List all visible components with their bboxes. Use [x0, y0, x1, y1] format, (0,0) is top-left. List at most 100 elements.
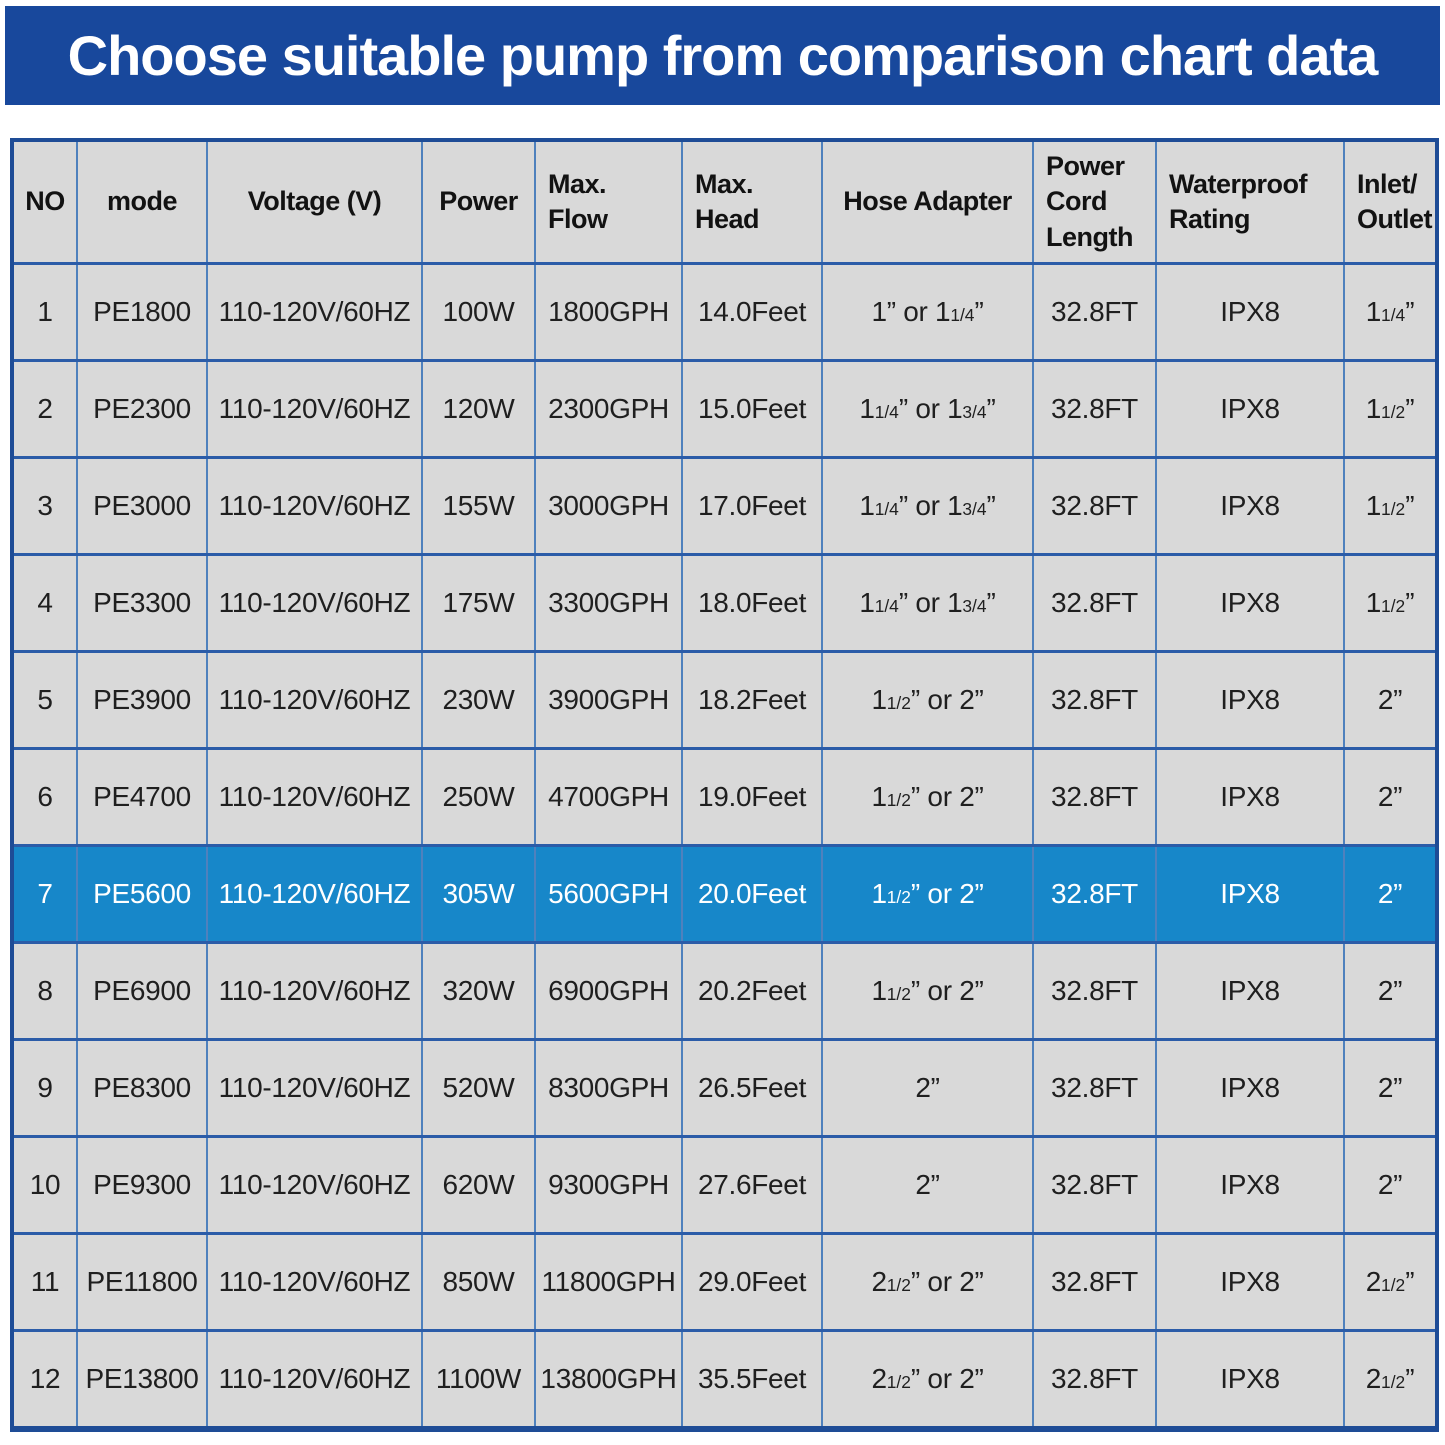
- table-row-1: 1 PE1800 110-120V/60HZ 100W 1800GPH 14.0Feet 1…: [11, 262, 1438, 362]
- cell-no: 5: [11, 650, 78, 750]
- cell-inlet-outlet: 2”: [1343, 1135, 1438, 1235]
- title-banner: Choose suitable pump from comparison cha…: [5, 6, 1440, 105]
- cell-max-flow: 6900GPH: [534, 941, 683, 1041]
- cell-inlet-outlet: 11/2”: [1343, 456, 1438, 556]
- cell-max-flow: 9300GPH: [534, 1135, 683, 1235]
- cell-power: 1100W: [421, 1329, 536, 1431]
- cell-power: 120W: [421, 359, 536, 459]
- cell-max-head: 18.2Feet: [681, 650, 823, 750]
- table-row-9: 9 PE8300 110-120V/60HZ 520W 8300GPH 26.5Feet 2…: [11, 1038, 1438, 1138]
- cell-waterproof-rating: IPX8: [1155, 359, 1345, 459]
- cell-waterproof-rating: IPX8: [1155, 1135, 1345, 1235]
- cell-hose-adapter: 21/2” or 2”: [821, 1232, 1034, 1332]
- cell-power-cord-length: 32.8FT: [1032, 262, 1157, 362]
- cell-hose-adapter: 2”: [821, 1135, 1034, 1235]
- cell-mode: PE2300: [76, 359, 208, 459]
- cell-no: 12: [11, 1329, 78, 1431]
- cell-voltage: 110-120V/60HZ: [206, 359, 423, 459]
- cell-power: 230W: [421, 650, 536, 750]
- cell-mode: PE11800: [76, 1232, 208, 1332]
- cell-no: 11: [11, 1232, 78, 1332]
- cell-mode: PE13800: [76, 1329, 208, 1431]
- table-row-3: 3 PE3000 110-120V/60HZ 155W 3000GPH 17.0Feet 1…: [11, 456, 1438, 556]
- table-row-7: 7 PE5600 110-120V/60HZ 305W 5600GPH 20.0Feet 1…: [11, 844, 1438, 944]
- cell-waterproof-rating: IPX8: [1155, 553, 1345, 653]
- cell-voltage: 110-120V/60HZ: [206, 650, 423, 750]
- table-row-12: 12 PE13800 110-120V/60HZ 1100W 13800GPH 35.5F…: [11, 1329, 1438, 1431]
- cell-voltage: 110-120V/60HZ: [206, 262, 423, 362]
- cell-waterproof-rating: IPX8: [1155, 1329, 1345, 1431]
- cell-power: 620W: [421, 1135, 536, 1235]
- header-row: NO mode Voltage (V) Power Max. Flow Max. Head…: [11, 138, 1438, 265]
- cell-power: 305W: [421, 844, 536, 944]
- cell-no: 8: [11, 941, 78, 1041]
- cell-max-flow: 11800GPH: [534, 1232, 683, 1332]
- cell-voltage: 110-120V/60HZ: [206, 1232, 423, 1332]
- cell-power-cord-length: 32.8FT: [1032, 941, 1157, 1041]
- cell-no: 9: [11, 1038, 78, 1138]
- cell-waterproof-rating: IPX8: [1155, 844, 1345, 944]
- cell-inlet-outlet: 2”: [1343, 1038, 1438, 1138]
- pump-comparison-table: NO mode Voltage (V) Power Max. Flow Max. Head…: [10, 138, 1439, 1432]
- cell-hose-adapter: 11/2” or 2”: [821, 650, 1034, 750]
- cell-mode: PE3000: [76, 456, 208, 556]
- table-row-5: 5 PE3900 110-120V/60HZ 230W 3900GPH 18.2Feet 1…: [11, 650, 1438, 750]
- cell-waterproof-rating: IPX8: [1155, 747, 1345, 847]
- cell-waterproof-rating: IPX8: [1155, 1232, 1345, 1332]
- cell-max-flow: 5600GPH: [534, 844, 683, 944]
- cell-hose-adapter: 11/2” or 2”: [821, 844, 1034, 944]
- column-header-voltage: Voltage (V): [206, 138, 423, 265]
- cell-max-head: 20.2Feet: [681, 941, 823, 1041]
- cell-max-head: 27.6Feet: [681, 1135, 823, 1235]
- cell-max-flow: 13800GPH: [534, 1329, 683, 1431]
- table-row-6: 6 PE4700 110-120V/60HZ 250W 4700GPH 19.0Feet 1…: [11, 747, 1438, 847]
- cell-voltage: 110-120V/60HZ: [206, 1329, 423, 1431]
- column-header-waterproof-rating: Waterproof Rating: [1155, 138, 1345, 265]
- cell-waterproof-rating: IPX8: [1155, 262, 1345, 362]
- cell-power: 850W: [421, 1232, 536, 1332]
- cell-voltage: 110-120V/60HZ: [206, 747, 423, 847]
- table-row-10: 10 PE9300 110-120V/60HZ 620W 9300GPH 27.6Feet…: [11, 1135, 1438, 1235]
- cell-voltage: 110-120V/60HZ: [206, 456, 423, 556]
- cell-power-cord-length: 32.8FT: [1032, 359, 1157, 459]
- column-header-no: NO: [11, 138, 78, 265]
- cell-max-head: 35.5Feet: [681, 1329, 823, 1431]
- cell-waterproof-rating: IPX8: [1155, 456, 1345, 556]
- cell-max-head: 14.0Feet: [681, 262, 823, 362]
- cell-power-cord-length: 32.8FT: [1032, 1329, 1157, 1431]
- cell-max-flow: 3900GPH: [534, 650, 683, 750]
- column-header-inlet-outlet: Inlet/ Outlet: [1343, 138, 1438, 265]
- cell-mode: PE3900: [76, 650, 208, 750]
- cell-power-cord-length: 32.8FT: [1032, 1038, 1157, 1138]
- cell-max-head: 19.0Feet: [681, 747, 823, 847]
- cell-mode: PE5600: [76, 844, 208, 944]
- cell-max-flow: 2300GPH: [534, 359, 683, 459]
- cell-inlet-outlet: 2”: [1343, 844, 1438, 944]
- cell-mode: PE1800: [76, 262, 208, 362]
- cell-voltage: 110-120V/60HZ: [206, 1038, 423, 1138]
- cell-power: 100W: [421, 262, 536, 362]
- column-header-power: Power: [421, 138, 536, 265]
- cell-hose-adapter: 11/4” or 13/4”: [821, 456, 1034, 556]
- table-row-8: 8 PE6900 110-120V/60HZ 320W 6900GPH 20.2Feet 1…: [11, 941, 1438, 1041]
- cell-hose-adapter: 1” or 11/4”: [821, 262, 1034, 362]
- cell-max-flow: 3000GPH: [534, 456, 683, 556]
- column-header-max-flow: Max. Flow: [534, 138, 683, 265]
- cell-hose-adapter: 21/2” or 2”: [821, 1329, 1034, 1431]
- cell-hose-adapter: 2”: [821, 1038, 1034, 1138]
- cell-voltage: 110-120V/60HZ: [206, 1135, 423, 1235]
- cell-power: 320W: [421, 941, 536, 1041]
- cell-inlet-outlet: 21/2”: [1343, 1232, 1438, 1332]
- cell-max-head: 17.0Feet: [681, 456, 823, 556]
- cell-inlet-outlet: 11/2”: [1343, 359, 1438, 459]
- cell-inlet-outlet: 2”: [1343, 650, 1438, 750]
- cell-max-head: 26.5Feet: [681, 1038, 823, 1138]
- cell-inlet-outlet: 2”: [1343, 941, 1438, 1041]
- cell-inlet-outlet: 21/2”: [1343, 1329, 1438, 1431]
- cell-voltage: 110-120V/60HZ: [206, 553, 423, 653]
- cell-inlet-outlet: 11/4”: [1343, 262, 1438, 362]
- cell-hose-adapter: 11/2” or 2”: [821, 941, 1034, 1041]
- cell-max-flow: 8300GPH: [534, 1038, 683, 1138]
- cell-waterproof-rating: IPX8: [1155, 1038, 1345, 1138]
- cell-max-flow: 3300GPH: [534, 553, 683, 653]
